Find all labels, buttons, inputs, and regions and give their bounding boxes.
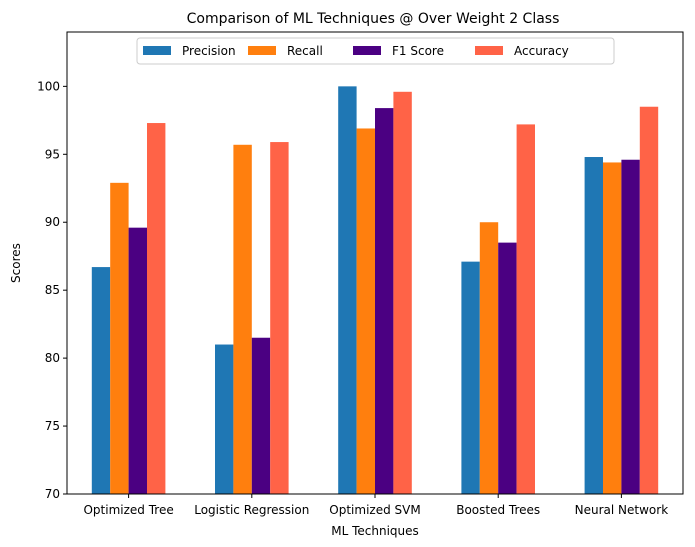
bar-f1-score: [498, 242, 517, 494]
x-tick-label: Optimized SVM: [329, 503, 420, 517]
bar-accuracy: [393, 91, 412, 494]
legend-label: Precision: [182, 44, 236, 58]
x-tick-label: Neural Network: [575, 503, 669, 517]
legend-swatch: [475, 46, 503, 55]
legend: Precision Recall F1 Score Accuracy: [136, 37, 615, 65]
bar-f1-score: [621, 159, 640, 494]
x-axis-label: ML Techniques: [331, 524, 419, 538]
legend-label: Recall: [287, 44, 323, 58]
x-axis: Optimized Tree Logistic Regression Optimiz…: [83, 494, 668, 517]
plot-frame: [66, 31, 684, 495]
y-axis-label: Scores: [9, 243, 23, 283]
bar-f1-score: [128, 227, 147, 494]
bar-f1-score: [375, 108, 394, 494]
chart-title: Comparison of ML Techniques @ Over Weigh…: [187, 11, 560, 27]
x-tick-label: Optimized Tree: [83, 503, 173, 517]
bar-recall: [603, 162, 622, 494]
y-tick-label: 80: [45, 351, 60, 365]
y-tick-label: 85: [45, 283, 60, 297]
bars-group: [91, 86, 659, 495]
bar-recall: [356, 128, 375, 494]
y-tick-label: 100: [37, 79, 60, 93]
legend-label: Accuracy: [514, 44, 569, 58]
legend-swatch: [248, 46, 276, 55]
x-tick-label: Boosted Trees: [456, 503, 540, 517]
bar-precision: [215, 344, 234, 494]
bar-precision: [461, 261, 480, 494]
legend-label: F1 Score: [392, 44, 444, 58]
bar-precision: [338, 86, 357, 495]
bar-accuracy: [516, 124, 535, 495]
legend-swatch: [353, 46, 381, 55]
y-tick-label: 90: [45, 215, 60, 229]
bar-f1-score: [251, 337, 271, 494]
y-tick-label: 75: [45, 419, 60, 433]
bar-recall: [479, 222, 499, 494]
y-tick-label: 95: [45, 147, 60, 161]
bar-accuracy: [147, 123, 166, 495]
x-tick-label: Logistic Regression: [194, 503, 309, 517]
bar-precision: [91, 267, 111, 494]
bar-recall: [110, 182, 129, 494]
bar-precision: [584, 157, 603, 494]
y-axis: 70 75 80 85 90 95 100: [37, 79, 67, 501]
legend-swatch: [143, 46, 171, 55]
bar-accuracy: [270, 142, 289, 495]
bar-recall: [233, 144, 252, 494]
bar-accuracy: [639, 106, 659, 494]
y-tick-label: 70: [45, 487, 60, 501]
